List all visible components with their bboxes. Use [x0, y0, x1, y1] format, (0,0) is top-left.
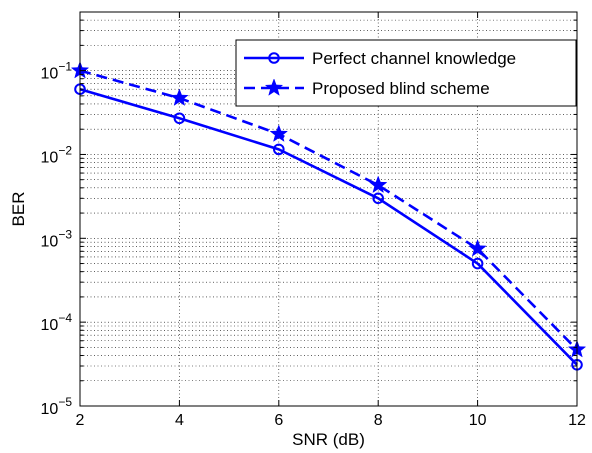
y-tick-label: 10−2: [41, 143, 73, 166]
series-line: [79, 69, 578, 351]
data-point: [372, 192, 385, 205]
y-tick-label: 10−4: [41, 311, 73, 334]
x-tick-label: 10: [469, 412, 487, 429]
legend-marker: [268, 52, 280, 64]
legend-label: Perfect channel knowledge: [312, 49, 516, 68]
data-point: [170, 88, 189, 106]
data-point: [269, 124, 289, 142]
legend-box: [235, 39, 577, 107]
plot-frame: [79, 11, 578, 407]
legend-entry: Perfect channel knowledge: [244, 49, 516, 68]
data-point: [273, 143, 285, 156]
legend-entry: Proposed blind scheme: [244, 78, 490, 98]
data-point: [173, 112, 186, 125]
y-axis-label: BER: [9, 192, 28, 227]
x-tick-label: 8: [374, 412, 383, 429]
x-axis-label: SNR (dB): [292, 430, 365, 449]
x-tick-label: 2: [76, 412, 85, 429]
axis-ticks: 2 4 6 8 10 12 10−1 10−2 10−3 10−4 10−5: [41, 11, 586, 429]
x-tick-label: 4: [175, 412, 184, 429]
y-tick-label: 10−5: [41, 395, 73, 418]
legend-marker: [264, 78, 284, 96]
y-tick-label: 10−1: [41, 60, 73, 83]
legend: Perfect channel knowledge Proposed blind …: [235, 39, 577, 107]
data-point: [368, 175, 388, 194]
x-tick-label: 12: [568, 412, 586, 429]
x-tick-label: 6: [274, 412, 283, 429]
y-tick-label: 10−3: [41, 227, 73, 250]
series-line: [79, 87, 578, 366]
legend-label: Proposed blind scheme: [312, 79, 490, 98]
data-point: [468, 239, 487, 257]
legend-entries: Perfect channel knowledge Proposed blind …: [244, 49, 516, 98]
data-point: [471, 257, 484, 270]
